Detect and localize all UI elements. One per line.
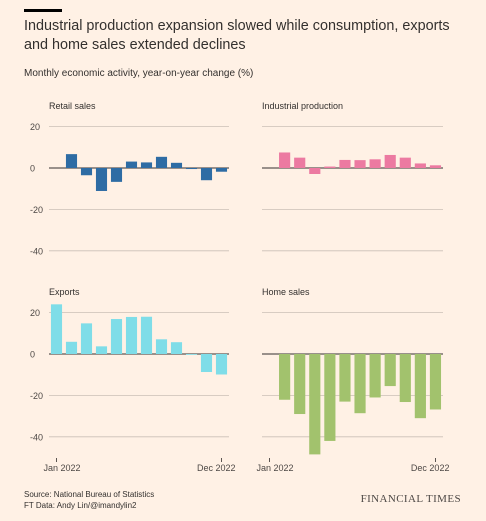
bar xyxy=(354,160,366,168)
bar xyxy=(140,316,153,354)
y-tick-label: -20 xyxy=(30,205,43,215)
credit-text: FT Data: Andy Lin/@imandylin2 xyxy=(24,500,137,510)
panel-title: Retail sales xyxy=(49,101,96,111)
panel-retail-sales: Retail sales 20 0 -20 -40 xyxy=(30,101,229,256)
bar xyxy=(294,354,306,415)
source-text: Source: National Bureau of Statistics xyxy=(24,490,155,499)
bar xyxy=(80,168,93,176)
y-tick-label: 0 xyxy=(30,164,35,174)
bar xyxy=(414,163,426,168)
chart-subtitle: Monthly economic activity, year-on-year … xyxy=(24,68,254,79)
bar xyxy=(369,354,381,398)
bar xyxy=(279,152,291,168)
x-tick-label: Jan 2022 xyxy=(257,463,294,473)
bar xyxy=(125,161,138,168)
panel-title: Exports xyxy=(49,287,80,297)
bar xyxy=(155,339,168,354)
bar xyxy=(429,165,442,168)
bar xyxy=(125,316,138,354)
source-note: Source: National Bureau of Statistics FT… xyxy=(24,490,154,511)
bar xyxy=(80,323,93,354)
bar xyxy=(200,168,213,181)
panel-exports: Exports 20 0 -20 -40 Jan 2022 Dec 2022 xyxy=(30,287,236,473)
x-tick-label: Dec 2022 xyxy=(411,463,450,473)
bar xyxy=(170,342,183,354)
bar xyxy=(215,354,228,375)
y-tick-label: -20 xyxy=(30,391,43,401)
bar xyxy=(339,159,351,168)
bar xyxy=(155,156,168,168)
bar xyxy=(50,304,63,354)
bar xyxy=(185,354,198,355)
y-tick-label: 20 xyxy=(30,308,40,318)
panel-home-sales: Home sales Jan 2022 Dec 2022 xyxy=(257,287,450,473)
bar xyxy=(170,162,183,168)
bar xyxy=(384,354,396,387)
bar xyxy=(384,154,396,168)
bar xyxy=(324,166,336,168)
bar xyxy=(185,168,198,170)
y-tick-label: -40 xyxy=(30,246,43,256)
bar xyxy=(110,319,123,354)
bar xyxy=(215,168,228,172)
bar xyxy=(399,157,411,168)
panel-industrial-production: Industrial production xyxy=(262,101,443,252)
bar xyxy=(354,354,366,414)
bar xyxy=(339,354,351,402)
bar xyxy=(369,159,381,168)
ft-logo: FINANCIAL TIMES xyxy=(360,493,461,505)
x-tick-label: Dec 2022 xyxy=(197,463,236,473)
bar xyxy=(95,168,108,191)
panel-title: Industrial production xyxy=(262,101,343,111)
bar xyxy=(200,354,213,373)
chart-title: Industrial production expansion slowed w… xyxy=(24,18,450,53)
y-tick-label: 0 xyxy=(30,350,35,360)
top-accent-bar xyxy=(24,9,62,12)
bar xyxy=(414,354,426,419)
bar xyxy=(110,168,123,182)
y-tick-label: 20 xyxy=(30,122,40,132)
bar xyxy=(324,354,336,441)
bar xyxy=(65,341,78,354)
panel-title: Home sales xyxy=(262,287,310,297)
bar xyxy=(294,157,306,168)
bar xyxy=(95,346,108,354)
y-tick-label: -40 xyxy=(30,432,43,442)
x-tick-label: Jan 2022 xyxy=(44,463,81,473)
bar xyxy=(140,162,153,168)
bar xyxy=(309,354,321,455)
bar xyxy=(429,354,442,410)
bar xyxy=(399,354,411,403)
bar xyxy=(279,354,291,400)
bar xyxy=(309,168,321,174)
bar xyxy=(65,154,78,168)
